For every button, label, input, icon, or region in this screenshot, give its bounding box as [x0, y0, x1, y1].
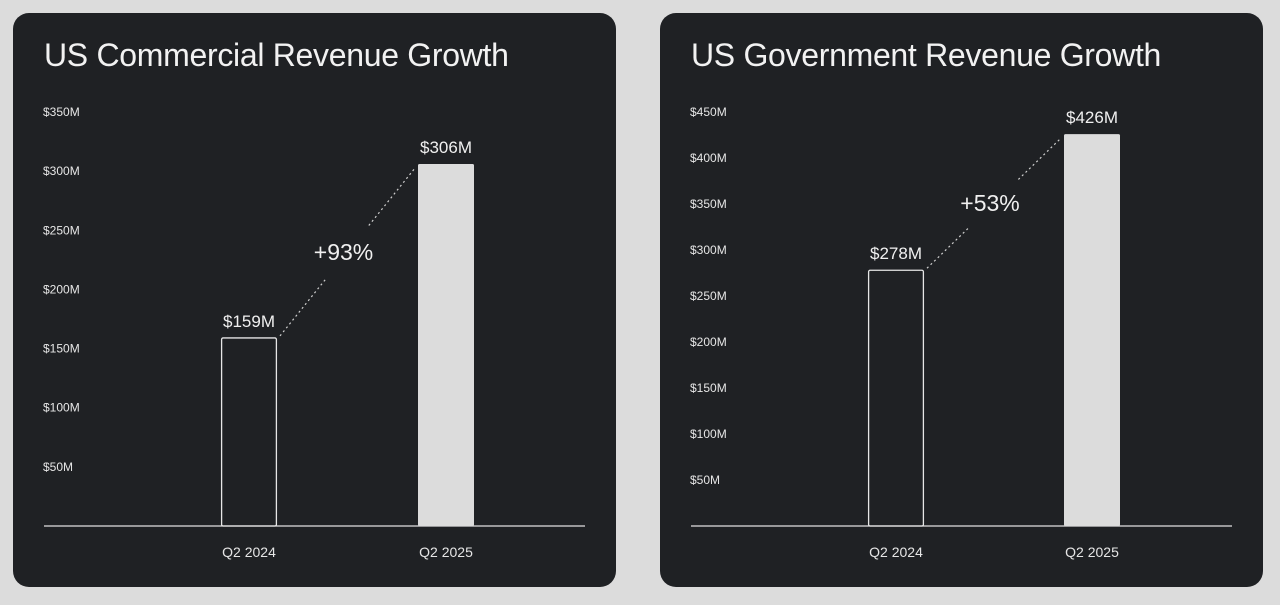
growth-percentage-label: +93% [314, 239, 373, 265]
x-category-label: Q2 2024 [869, 544, 923, 560]
bar-value-label: $159M [223, 312, 275, 331]
y-tick-label: $150M [690, 381, 727, 395]
y-tick-label: $400M [690, 151, 727, 165]
x-category-label: Q2 2025 [419, 544, 473, 560]
x-category-label: Q2 2025 [1065, 544, 1119, 560]
bar-value-label: $278M [870, 244, 922, 263]
growth-connector-upper [1017, 137, 1062, 180]
bar-value-label: $306M [420, 138, 472, 157]
y-tick-label: $50M [43, 460, 73, 474]
y-tick-label: $200M [43, 282, 80, 296]
y-tick-label: $300M [43, 164, 80, 178]
y-tick-label: $450M [690, 105, 727, 119]
y-tick-label: $100M [690, 427, 727, 441]
bar-value-label: $426M [1066, 108, 1118, 127]
commercial-revenue-chart: $50M $100M $150M $200M $250M $300M $350M $159M Q… [43, 105, 585, 560]
y-tick-label: $250M [43, 223, 80, 237]
y-tick-label: $350M [43, 105, 80, 119]
y-tick-label: $50M [690, 473, 720, 487]
growth-percentage-label: +53% [960, 190, 1019, 216]
y-tick-label: $250M [690, 289, 727, 303]
y-tick-label: $200M [690, 335, 727, 349]
bar-q2-2025 [1064, 134, 1120, 526]
y-tick-label: $300M [690, 243, 727, 257]
government-revenue-chart: $50M $100M $150M $200M $250M $300M $350M $400M $… [690, 105, 1232, 560]
bar-q2-2025 [418, 164, 474, 526]
government-revenue-card: US Government Revenue Growth $50M $100M $1… [660, 13, 1263, 587]
chart-title: US Commercial Revenue Growth [44, 37, 509, 73]
y-tick-label: $100M [43, 401, 80, 415]
x-category-label: Q2 2024 [222, 544, 276, 560]
y-tick-label: $350M [690, 197, 727, 211]
bar-q2-2024 [220, 337, 278, 527]
y-tick-label: $150M [43, 342, 80, 356]
chart-title: US Government Revenue Growth [691, 37, 1162, 73]
bar-q2-2024 [867, 269, 925, 527]
growth-connector-upper [368, 167, 416, 226]
growth-connector-lower [279, 278, 327, 337]
commercial-revenue-card: US Commercial Revenue Growth $50M $100M $1… [13, 13, 616, 587]
growth-connector-lower [926, 226, 971, 269]
